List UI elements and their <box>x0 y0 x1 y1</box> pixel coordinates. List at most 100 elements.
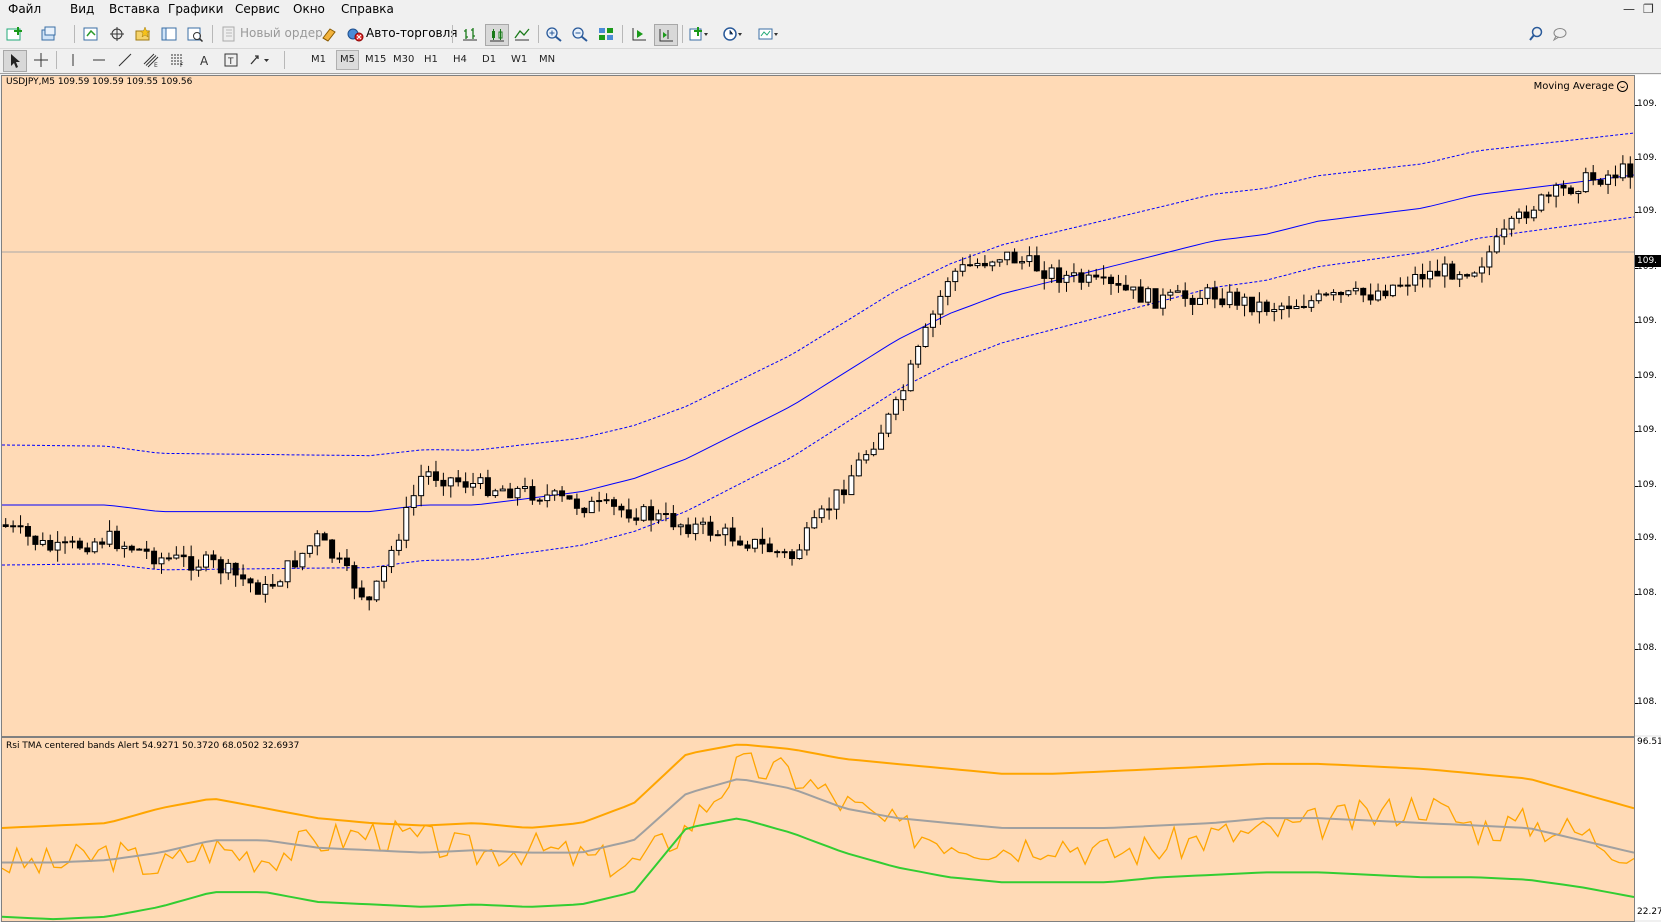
candle <box>1108 274 1115 295</box>
new-order-button[interactable]: Новый ордер <box>240 26 323 40</box>
timeframe-button[interactable]: M5 <box>336 50 359 70</box>
menu-item[interactable]: Файл <box>8 2 42 16</box>
tile-windows-icon[interactable] <box>595 24 617 44</box>
candle <box>1211 280 1218 309</box>
candle <box>1315 289 1322 304</box>
profiles-icon[interactable] <box>38 24 60 44</box>
menu-item[interactable]: Вставка <box>109 2 160 16</box>
navigator-icon[interactable] <box>106 24 128 44</box>
main-chart[interactable]: USDJPY,M5 109.59 109.59 109.55 109.56 Mo… <box>1 75 1635 737</box>
autotrading-icon[interactable] <box>344 24 366 44</box>
candle <box>173 546 180 560</box>
candlestick-icon[interactable] <box>485 24 509 46</box>
menu-item[interactable]: Справка <box>341 2 394 16</box>
candle-body <box>915 345 922 365</box>
bar-chart-icon[interactable] <box>459 24 481 44</box>
indicator-info: Rsi TMA centered bands Alert 54.9271 50.… <box>6 741 300 751</box>
candle-body <box>1464 274 1471 277</box>
horizontal-line-icon[interactable] <box>88 50 110 70</box>
candle-body <box>54 541 61 551</box>
candle-body <box>1538 194 1545 211</box>
separator <box>212 25 213 43</box>
autotrading-button[interactable]: Авто-торговля <box>366 26 458 40</box>
menu-item[interactable]: Окно <box>293 2 325 16</box>
candle-body <box>878 432 885 450</box>
timeframe-button[interactable]: W1 <box>511 54 528 65</box>
candle <box>1330 289 1337 301</box>
line-chart-icon[interactable] <box>511 24 533 44</box>
indicator-settings-icon[interactable] <box>1617 81 1628 92</box>
candle <box>640 504 647 522</box>
candle-body <box>2 524 9 527</box>
candle-body <box>1256 301 1263 313</box>
restore-icon[interactable]: ❐ <box>1643 2 1654 16</box>
periods-icon[interactable] <box>722 24 744 44</box>
indicators-icon[interactable] <box>688 24 710 44</box>
trendline-icon[interactable] <box>114 50 136 70</box>
timeframe-button[interactable]: H1 <box>424 54 438 65</box>
zoom-in-icon[interactable] <box>543 24 565 44</box>
market-watch-icon[interactable] <box>80 24 102 44</box>
chat-icon[interactable] <box>1548 24 1570 44</box>
candle <box>625 498 632 523</box>
candle-body <box>611 499 617 507</box>
price-label: 109. <box>1637 99 1658 109</box>
candle <box>536 497 543 505</box>
crosshair-icon[interactable] <box>30 50 52 70</box>
timeframe-button[interactable]: MN <box>539 54 556 65</box>
minimize-icon[interactable]: — <box>1623 2 1635 16</box>
search-icon[interactable] <box>1525 24 1547 44</box>
text-icon[interactable]: A <box>194 50 216 70</box>
lower-band-line <box>2 216 1634 571</box>
zoom-out-icon[interactable] <box>569 24 591 44</box>
candle <box>1404 276 1411 296</box>
candle <box>655 509 662 524</box>
candle-body <box>1441 263 1448 277</box>
candle <box>395 533 402 556</box>
vertical-line-icon[interactable] <box>62 50 84 70</box>
timeframe-button[interactable]: D1 <box>482 54 497 65</box>
svg-text:F: F <box>180 62 184 68</box>
candle <box>1516 208 1523 224</box>
candle-body <box>863 454 870 461</box>
candle <box>1612 165 1619 187</box>
candle-body <box>588 500 595 514</box>
new-chart-icon[interactable] <box>4 24 26 44</box>
templates-icon[interactable] <box>758 24 780 44</box>
chart-shift-icon[interactable] <box>654 24 678 46</box>
strategy-tester-icon[interactable] <box>184 24 206 44</box>
candle-body <box>1315 293 1322 302</box>
arrows-icon[interactable] <box>248 50 270 70</box>
timeframe-button[interactable]: M1 <box>311 54 326 65</box>
candle-body <box>240 574 247 580</box>
text-label-icon[interactable]: T <box>220 50 242 70</box>
candle <box>418 464 425 507</box>
candle <box>1189 294 1196 316</box>
menu-item[interactable]: Вид <box>70 2 95 16</box>
candle <box>225 559 232 580</box>
candle <box>737 535 744 546</box>
candle <box>692 517 699 541</box>
candle <box>1389 284 1396 298</box>
candle <box>521 477 528 493</box>
timeframe-button[interactable]: M30 <box>393 54 415 65</box>
menu-item[interactable]: Графики <box>168 2 224 16</box>
auto-scroll-icon[interactable] <box>628 24 650 44</box>
candle <box>989 260 996 272</box>
new-order-icon[interactable] <box>218 24 240 44</box>
price-label: 108. <box>1637 588 1658 598</box>
candle-body <box>1337 291 1344 296</box>
timeframe-button[interactable]: H4 <box>453 54 467 65</box>
terminal-icon[interactable] <box>158 24 180 44</box>
indicator-subwindow[interactable]: Rsi TMA centered bands Alert 54.9271 50.… <box>1 737 1635 922</box>
cursor-icon[interactable] <box>3 50 27 72</box>
equidistant-channel-icon[interactable]: E <box>140 50 162 70</box>
fibonacci-icon[interactable]: F <box>166 50 188 70</box>
menu-item[interactable]: Сервис <box>235 2 280 16</box>
candle <box>1567 185 1574 196</box>
timeframe-button[interactable]: M15 <box>365 54 387 65</box>
favorites-icon[interactable] <box>132 24 154 44</box>
candle <box>1137 279 1144 303</box>
metaeditor-icon[interactable] <box>318 24 340 44</box>
candle <box>774 549 781 558</box>
